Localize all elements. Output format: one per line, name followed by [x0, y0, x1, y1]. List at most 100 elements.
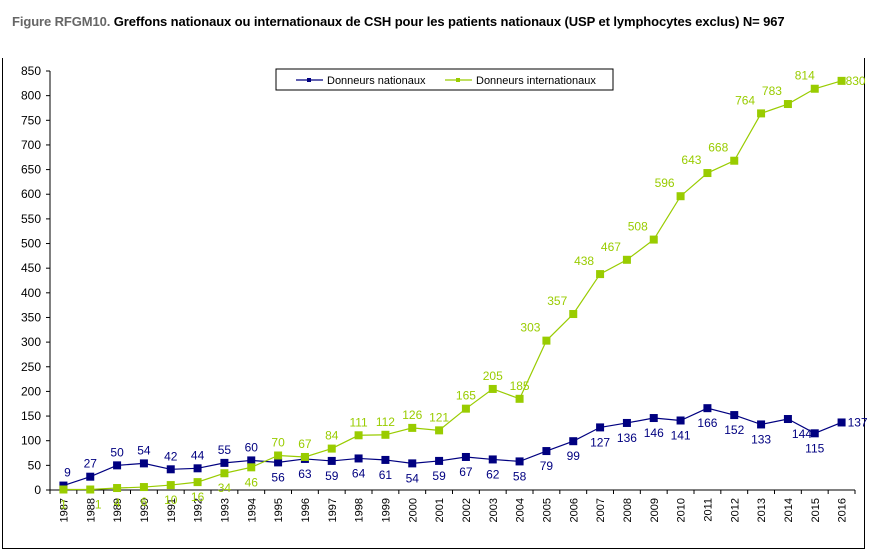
- data-label-nationaux: 64: [352, 466, 366, 480]
- data-point-nationaux: [757, 420, 766, 429]
- data-point-nationaux: [783, 415, 792, 424]
- data-point-nationaux: [220, 458, 229, 467]
- data-point-nationaux: [461, 452, 470, 461]
- data-point-nationaux: [596, 423, 605, 432]
- data-label-nationaux: 44: [191, 448, 205, 462]
- x-tick-label: 2011: [702, 498, 714, 522]
- data-label-internationaux: 1: [95, 498, 102, 512]
- x-tick-label: 2004: [515, 498, 527, 522]
- x-tick-label: 2003: [488, 498, 500, 522]
- data-point-internationaux: [810, 84, 819, 93]
- x-tick-label: 1991: [166, 498, 178, 522]
- data-point-nationaux: [676, 416, 685, 425]
- data-point-internationaux: [703, 169, 712, 178]
- data-point-internationaux: [59, 485, 68, 494]
- x-tick-label: 2007: [595, 498, 607, 522]
- data-point-nationaux: [569, 437, 578, 446]
- x-tick-label: 2016: [837, 498, 849, 522]
- y-tick-label: 100: [21, 434, 41, 448]
- data-point-nationaux: [274, 458, 283, 467]
- x-tick-label: 2002: [461, 498, 473, 522]
- data-label-nationaux: 166: [697, 416, 717, 430]
- data-label-nationaux: 60: [245, 440, 259, 454]
- data-point-nationaux: [166, 465, 175, 474]
- y-tick-label: 750: [21, 113, 41, 127]
- data-label-nationaux: 50: [110, 445, 124, 459]
- data-label-nationaux: 133: [751, 432, 771, 446]
- x-tick-label: 1988: [85, 498, 97, 522]
- data-label-internationaux: 467: [601, 240, 621, 254]
- x-tick-label: 1993: [219, 498, 231, 522]
- data-label-nationaux: 136: [617, 431, 637, 445]
- data-point-nationaux: [113, 461, 122, 470]
- data-label-internationaux: 357: [547, 294, 567, 308]
- data-label-internationaux: 10: [164, 493, 178, 507]
- data-label-internationaux: 830: [846, 74, 866, 88]
- y-tick-label: 500: [21, 237, 41, 251]
- x-tick-label: 1992: [193, 498, 205, 522]
- data-label-internationaux: 205: [483, 369, 503, 383]
- x-tick-label: 2008: [622, 498, 634, 522]
- data-point-internationaux: [408, 423, 417, 432]
- data-label-nationaux: 67: [459, 465, 473, 479]
- data-label-nationaux: 56: [271, 470, 285, 484]
- data-label-nationaux: 127: [590, 435, 610, 449]
- y-tick-label: 0: [34, 483, 41, 497]
- x-tick-label: 1990: [139, 498, 151, 522]
- data-point-internationaux: [113, 484, 122, 493]
- data-point-internationaux: [193, 478, 202, 487]
- data-label-internationaux: 6: [141, 495, 148, 509]
- data-label-internationaux: 814: [795, 69, 815, 83]
- data-point-internationaux: [676, 192, 685, 201]
- y-tick-label: 150: [21, 409, 41, 423]
- y-tick-label: 250: [21, 360, 41, 374]
- data-label-internationaux: 596: [655, 176, 675, 190]
- data-point-nationaux: [139, 459, 148, 468]
- data-point-internationaux: [837, 76, 846, 85]
- data-label-nationaux: 146: [644, 426, 664, 440]
- data-label-nationaux: 141: [671, 428, 691, 442]
- data-label-internationaux: 34: [218, 481, 232, 495]
- data-point-internationaux: [461, 404, 470, 413]
- data-point-nationaux: [193, 464, 202, 473]
- x-tick-label: 1987: [58, 498, 70, 522]
- x-tick-label: 1989: [112, 498, 124, 522]
- data-point-internationaux: [435, 426, 444, 435]
- data-label-nationaux: 59: [432, 469, 446, 483]
- x-tick-label: 2014: [783, 498, 795, 522]
- x-tick-label: 2001: [434, 498, 446, 522]
- legend-label-internationaux: Donneurs internationaux: [476, 75, 596, 87]
- data-point-nationaux: [515, 457, 524, 466]
- data-label-internationaux: 111: [349, 415, 368, 429]
- data-point-internationaux: [649, 235, 658, 244]
- data-point-nationaux: [810, 429, 819, 438]
- x-tick-label: 1994: [246, 498, 258, 522]
- y-tick-label: 600: [21, 187, 41, 201]
- chart-frame: [2, 58, 865, 549]
- data-label-internationaux: 1: [60, 498, 67, 512]
- data-point-internationaux: [381, 430, 390, 439]
- data-label-nationaux: 54: [137, 443, 151, 457]
- data-point-internationaux: [515, 394, 524, 403]
- data-label-nationaux: 55: [218, 443, 232, 457]
- data-point-internationaux: [86, 485, 95, 494]
- x-tick-label: 1995: [273, 498, 285, 522]
- series-layer: [59, 76, 846, 494]
- data-point-internationaux: [488, 384, 497, 393]
- data-point-nationaux: [542, 447, 551, 456]
- data-label-nationaux: 79: [540, 459, 554, 473]
- data-point-internationaux: [596, 270, 605, 279]
- data-point-nationaux: [488, 455, 497, 464]
- data-label-internationaux: 764: [735, 93, 755, 107]
- data-label-nationaux: 115: [805, 441, 824, 455]
- data-label-internationaux: 783: [762, 84, 782, 98]
- data-point-nationaux: [649, 414, 658, 423]
- series-line-nationaux: [63, 407, 842, 487]
- x-tick-label: 2015: [810, 498, 822, 522]
- data-point-nationaux: [703, 404, 712, 413]
- y-tick-label: 700: [21, 138, 41, 152]
- data-point-nationaux: [730, 411, 739, 420]
- data-label-internationaux: 165: [456, 389, 476, 403]
